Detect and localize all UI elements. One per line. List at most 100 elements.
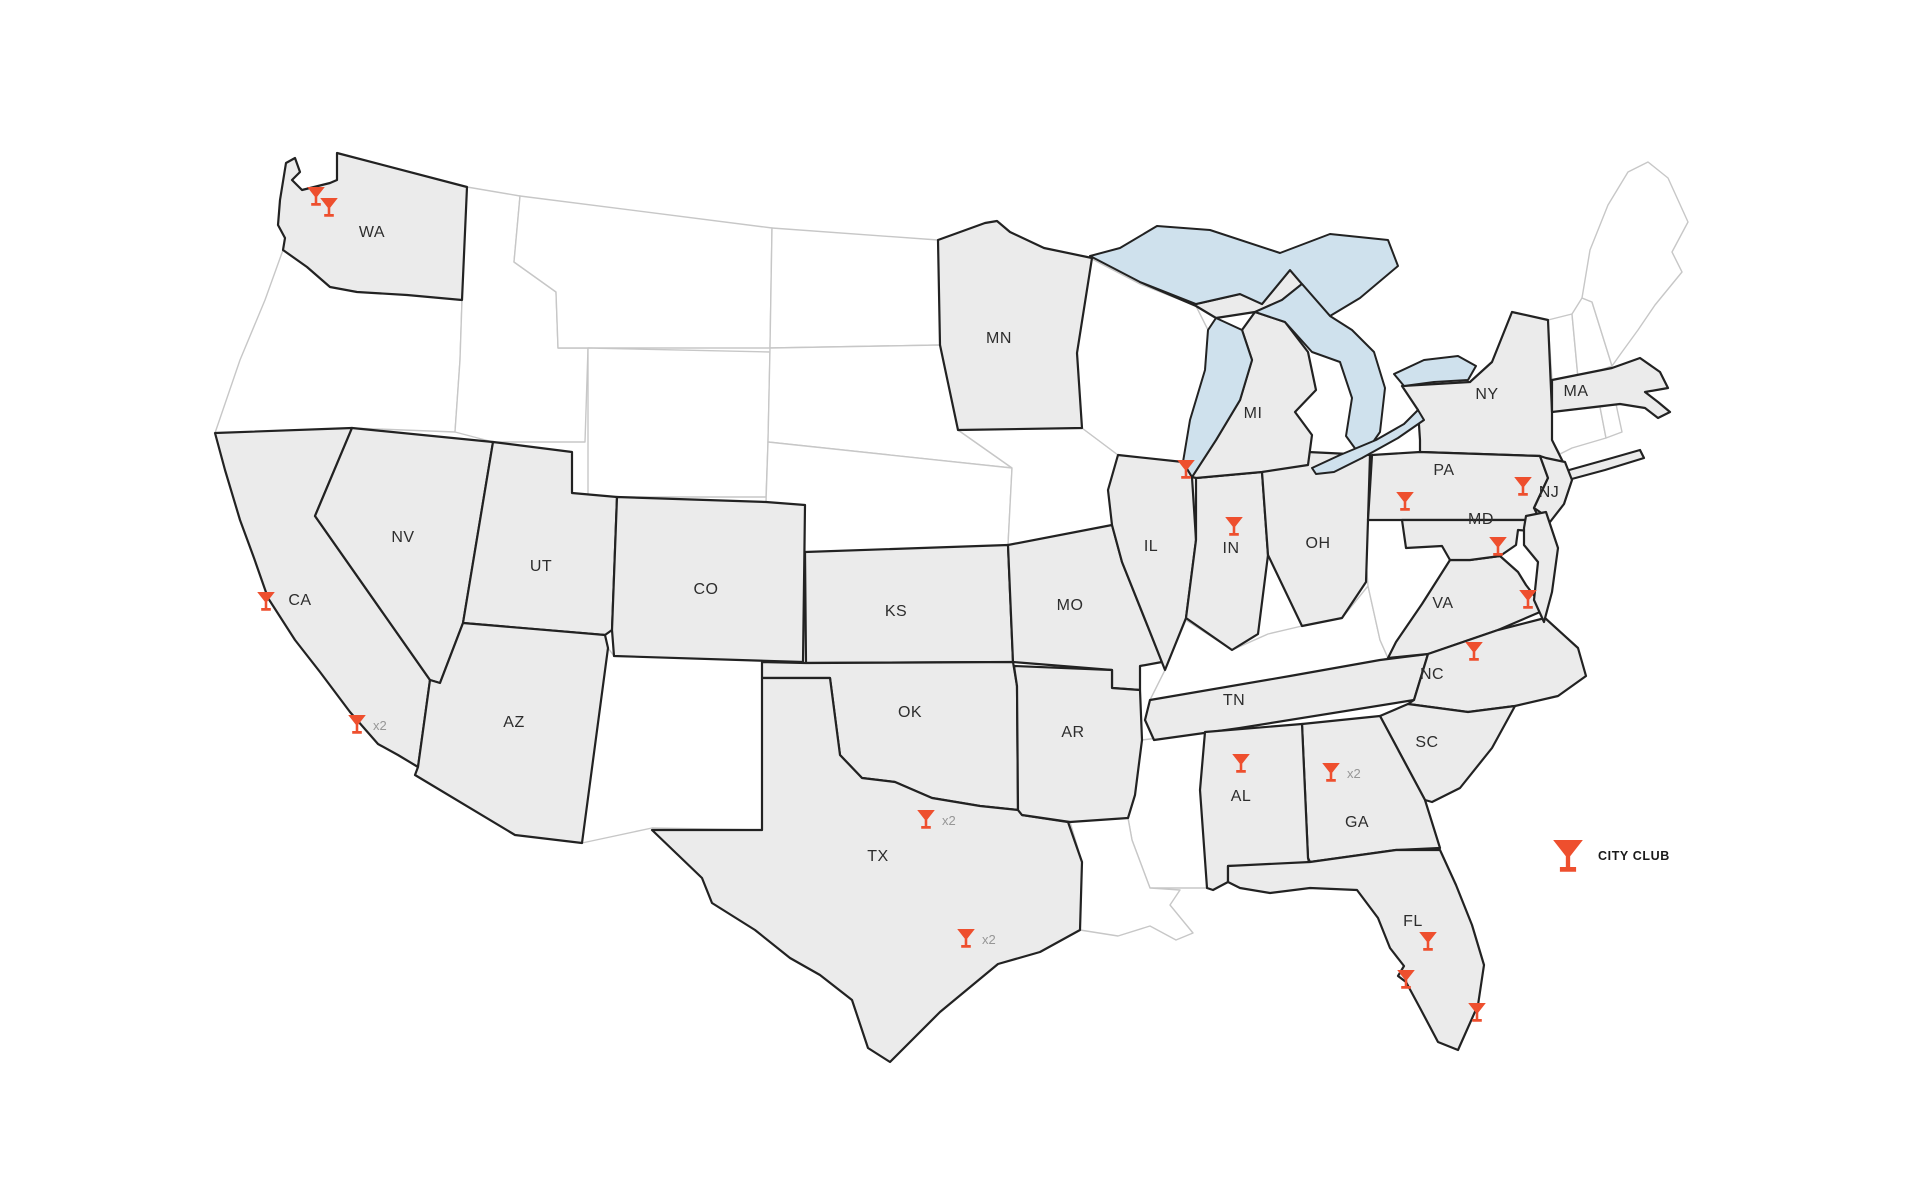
states-layer bbox=[213, 151, 1689, 1064]
state-label-ga: GA bbox=[1345, 814, 1369, 831]
martini-icon bbox=[257, 592, 275, 611]
city-club-marker bbox=[917, 810, 935, 829]
state-ar bbox=[1012, 664, 1144, 824]
state-wy bbox=[587, 347, 771, 498]
state-az bbox=[413, 621, 610, 845]
martini-icon bbox=[1397, 970, 1415, 989]
state-ct bbox=[1551, 406, 1607, 455]
state-labels-layer: WA CA NV UT AZ CO KS OK TX MN MO AR IL IN OH MI TN VA NC SC… bbox=[288, 224, 1588, 930]
state-ks bbox=[803, 543, 1015, 665]
state-oh bbox=[1260, 450, 1372, 628]
city-club-marker bbox=[307, 187, 325, 206]
markers-layer: x2 x2 x2 x2 bbox=[257, 187, 1537, 1022]
legend: CITY CLUB bbox=[1553, 840, 1670, 872]
state-label-il: IL bbox=[1144, 538, 1158, 555]
state-label-mn: MN bbox=[986, 330, 1012, 347]
martini-icon bbox=[1489, 537, 1507, 556]
state-label-ny: NY bbox=[1475, 386, 1498, 403]
lake-superior bbox=[1089, 225, 1399, 317]
state-ma bbox=[1550, 356, 1672, 420]
martini-icon bbox=[1322, 763, 1340, 782]
martini-icon bbox=[957, 929, 975, 948]
state-wa bbox=[276, 151, 469, 302]
city-club-marker bbox=[957, 929, 975, 948]
city-club-marker bbox=[1225, 517, 1243, 536]
city-club-marker bbox=[1419, 932, 1437, 951]
city-club-marker bbox=[1468, 1003, 1486, 1022]
state-label-fl: FL bbox=[1403, 913, 1423, 930]
state-label-mi: MI bbox=[1244, 405, 1263, 422]
city-club-marker bbox=[1232, 754, 1250, 773]
state-label-ar: AR bbox=[1061, 724, 1084, 741]
martini-icon bbox=[1225, 517, 1243, 536]
state-label-ma: MA bbox=[1564, 383, 1589, 400]
state-nyli bbox=[1560, 448, 1646, 482]
state-label-wa: WA bbox=[359, 224, 385, 241]
state-label-az: AZ bbox=[503, 714, 524, 731]
martini-icon bbox=[1232, 754, 1250, 773]
city-club-marker bbox=[348, 715, 366, 734]
legend-martini-icon bbox=[1553, 840, 1583, 872]
lake-michigan bbox=[1182, 317, 1253, 478]
martini-icon bbox=[917, 810, 935, 829]
city-club-marker bbox=[320, 198, 338, 217]
state-label-co: CO bbox=[694, 581, 719, 598]
marker-count-label: x2 bbox=[373, 718, 387, 733]
martini-icon bbox=[1468, 1003, 1486, 1022]
martini-icon bbox=[1177, 460, 1195, 479]
state-label-ca: CA bbox=[288, 592, 311, 609]
marker-count-label: x2 bbox=[982, 932, 996, 947]
state-label-md: MD bbox=[1468, 511, 1494, 528]
martini-icon bbox=[1465, 642, 1483, 661]
city-club-marker bbox=[1397, 970, 1415, 989]
city-club-marker bbox=[1519, 590, 1537, 609]
state-label-ut: UT bbox=[530, 558, 552, 575]
great-lakes-layer bbox=[1089, 225, 1477, 478]
state-label-sc: SC bbox=[1415, 734, 1438, 751]
state-mn bbox=[936, 219, 1094, 432]
state-label-oh: OH bbox=[1306, 535, 1331, 552]
state-label-nc: NC bbox=[1420, 666, 1444, 683]
state-in bbox=[1184, 470, 1270, 652]
state-nm bbox=[581, 647, 763, 844]
state-co bbox=[610, 495, 807, 664]
martini-icon bbox=[1396, 492, 1414, 511]
martini-icon bbox=[1419, 932, 1437, 951]
city-club-marker bbox=[1322, 763, 1340, 782]
state-label-nj: NJ bbox=[1539, 484, 1560, 501]
city-club-marker bbox=[257, 592, 275, 611]
lake-ontario bbox=[1393, 355, 1477, 387]
martini-icon bbox=[348, 715, 366, 734]
state-delmarva bbox=[1522, 510, 1560, 624]
state-label-tn: TN bbox=[1223, 692, 1245, 709]
state-label-mo: MO bbox=[1057, 597, 1084, 614]
martini-icon bbox=[1519, 590, 1537, 609]
city-club-marker bbox=[1465, 642, 1483, 661]
marker-count-label: x2 bbox=[1347, 766, 1361, 781]
state-label-in: IN bbox=[1223, 540, 1240, 557]
lake-huron bbox=[1254, 283, 1386, 459]
state-tx bbox=[650, 676, 1084, 1064]
martini-icon bbox=[1514, 477, 1532, 496]
martini-icon bbox=[307, 187, 325, 206]
state-nd bbox=[769, 227, 941, 349]
city-club-marker bbox=[1514, 477, 1532, 496]
state-label-al: AL bbox=[1231, 788, 1252, 805]
city-club-marker bbox=[1177, 460, 1195, 479]
state-pa bbox=[1366, 450, 1550, 522]
state-label-ok: OK bbox=[898, 704, 922, 721]
marker-count-label: x2 bbox=[942, 813, 956, 828]
martini-icon bbox=[320, 198, 338, 217]
state-me bbox=[1581, 161, 1689, 367]
lake-erie bbox=[1311, 409, 1425, 475]
state-label-va: VA bbox=[1432, 595, 1453, 612]
legend-label: CITY CLUB bbox=[1598, 849, 1670, 863]
city-club-marker bbox=[1489, 537, 1507, 556]
state-label-ks: KS bbox=[885, 603, 907, 620]
state-label-nv: NV bbox=[391, 529, 414, 546]
city-club-marker bbox=[1396, 492, 1414, 511]
state-nc bbox=[1406, 616, 1588, 714]
state-label-pa: PA bbox=[1433, 462, 1454, 479]
